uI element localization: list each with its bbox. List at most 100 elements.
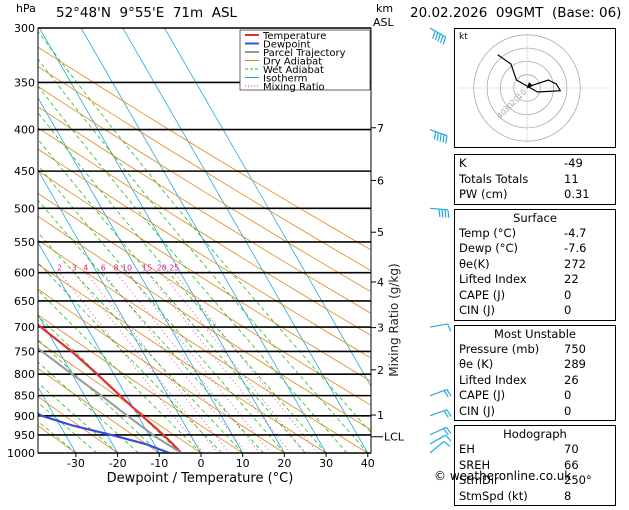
indices-value: 26 [564, 372, 579, 387]
indices-value: 272 [564, 256, 586, 271]
legend-label-dewpoint: Dewpoint [263, 40, 311, 51]
mixing-ratio-line [73, 272, 218, 453]
indices-value: 0 [564, 287, 572, 302]
indices-label: Dewp (°C) [459, 241, 519, 255]
mixing-ratio-label: 25 [169, 264, 179, 273]
indices-section: Hodograph EH 70 SREH 66 StmDir 250° StmSpd (kt)… [454, 425, 616, 506]
indices-label: StmDir [459, 473, 499, 487]
km-unit-label: km [376, 2, 394, 15]
indices-label: Temp (°C) [459, 225, 517, 240]
indices-section-title: Surface [513, 210, 557, 225]
height-tick-label: 4 [377, 276, 384, 289]
isotherm-line [38, 169, 202, 453]
wet-adiabat-line [38, 382, 118, 453]
wind-barb [429, 434, 452, 445]
indices-value: 750 [564, 341, 586, 356]
mixing-ratio-line [102, 272, 248, 453]
x-tick-label: 0 [198, 457, 205, 470]
indices-section: Surface Temp (°C) -4.7 Dewp (°C) -7.6 θe(K) 27… [454, 208, 616, 321]
height-tick-label: 6 [377, 174, 384, 187]
mixing-ratio-line [146, 272, 291, 453]
indices-row: Temp (°C) -4.7 [459, 226, 611, 242]
legend: Temperature Dewpoint Parcel Trajectory D… [239, 29, 371, 93]
mixing-ratio-line [59, 272, 204, 453]
wet-adiabat-line [38, 112, 327, 453]
pressure-tick-label: 600 [14, 267, 35, 280]
indices-row: θe(K) 272 [459, 257, 611, 273]
legend-label-parcel: Parcel Trajectory [263, 48, 346, 59]
dry-adiabat-line [38, 314, 243, 453]
indices-value: 0 [564, 388, 572, 402]
pressure-tick-label: 650 [14, 295, 35, 308]
isotherm-line [38, 314, 118, 453]
pressure-tick-label: 950 [14, 429, 35, 442]
pressure-tick-label: 400 [14, 124, 35, 137]
indices-row: CIN (J) 0 [459, 303, 611, 319]
pressure-tick-label: 700 [14, 321, 35, 334]
indices-label: θe(K) [459, 256, 490, 271]
indices-label: SREH [459, 457, 491, 472]
height-tick-label: 7 [377, 122, 384, 135]
dry-adiabat-line [38, 86, 371, 293]
mixing-ratio-label: 3 [72, 264, 77, 273]
indices-value: 70 [564, 442, 579, 456]
indices-value: 8 [564, 488, 572, 503]
indices-label: Lifted Index [459, 372, 527, 387]
indices-row: K -49 [459, 156, 611, 172]
mixing-ratio-label: 2 [57, 264, 62, 273]
indices-label: CAPE (J) [459, 287, 506, 302]
indices-row: Dewp (°C) -7.6 [459, 241, 611, 257]
wind-barb [429, 207, 450, 218]
indices-value: -49 [564, 156, 583, 170]
wet-adiabat-line [38, 85, 348, 453]
indices-value: 22 [564, 272, 579, 286]
wet-adiabat-line [38, 339, 160, 453]
wet-adiabat-line [38, 361, 139, 453]
x-tick-label: 40 [361, 457, 375, 470]
indices-label: PW (cm) [459, 187, 508, 201]
dewpoint-profile [38, 412, 170, 453]
dry-adiabat-line [38, 368, 160, 453]
temperature-profile [38, 323, 183, 453]
wet-adiabat-line [38, 30, 371, 434]
wind-barb [429, 409, 452, 418]
location-title: 52°48'N 9°55'E 71m ASL [56, 5, 238, 21]
indices-value: 289 [564, 357, 586, 371]
asl-unit-label: ASL [373, 16, 394, 29]
indices-label: StmSpd (kt) [459, 488, 528, 503]
indices-label: CAPE (J) [459, 388, 506, 402]
pressure-tick-label: 500 [14, 202, 35, 215]
mixing-ratio-line [85, 272, 230, 453]
indices-label: EH [459, 442, 475, 456]
hodograph-trace [497, 54, 562, 93]
wet-adiabat-line [38, 138, 306, 453]
indices-row: CIN (J) 0 [459, 404, 611, 420]
x-tick-label: 30 [319, 457, 333, 470]
dry-adiabat-line [38, 46, 371, 251]
hpa-unit-label: hPa [16, 2, 36, 15]
mixing-ratio-label: 8 [114, 264, 119, 273]
lcl-label: LCL [384, 431, 405, 444]
indices-row: StmDir 250° [459, 473, 611, 489]
indices-value: 250° [564, 473, 592, 487]
indices-value: 66 [564, 457, 579, 472]
indices-value: 0 [564, 303, 572, 317]
pressure-tick-label: 550 [14, 236, 35, 249]
indices-row: Totals Totals 11 [459, 172, 611, 188]
datetime-title: 20.02.2026 09GMT (Base: 06) [410, 5, 622, 21]
pressure-tick-label: 350 [14, 76, 35, 89]
x-tick-label: 20 [277, 457, 291, 470]
indices-row: Lifted Index 26 [459, 373, 611, 389]
isotherm-line [38, 97, 244, 453]
mixing-ratio-label: 4 [83, 264, 88, 273]
pressure-tick-label: 1000 [7, 447, 35, 460]
indices-row: SREH 66 [459, 458, 611, 474]
height-tick-label: 1 [377, 409, 384, 422]
indices-row: θe (K) 289 [459, 357, 611, 373]
x-tick-label: -10 [150, 457, 168, 470]
height-tick-label: 3 [377, 322, 384, 335]
indices-value: 11 [564, 171, 579, 186]
indices-section: K -49 Totals Totals 11 PW (cm) 0.31 [454, 154, 616, 205]
indices-label: θe (K) [459, 357, 494, 371]
indices-row: Lifted Index 22 [459, 272, 611, 288]
